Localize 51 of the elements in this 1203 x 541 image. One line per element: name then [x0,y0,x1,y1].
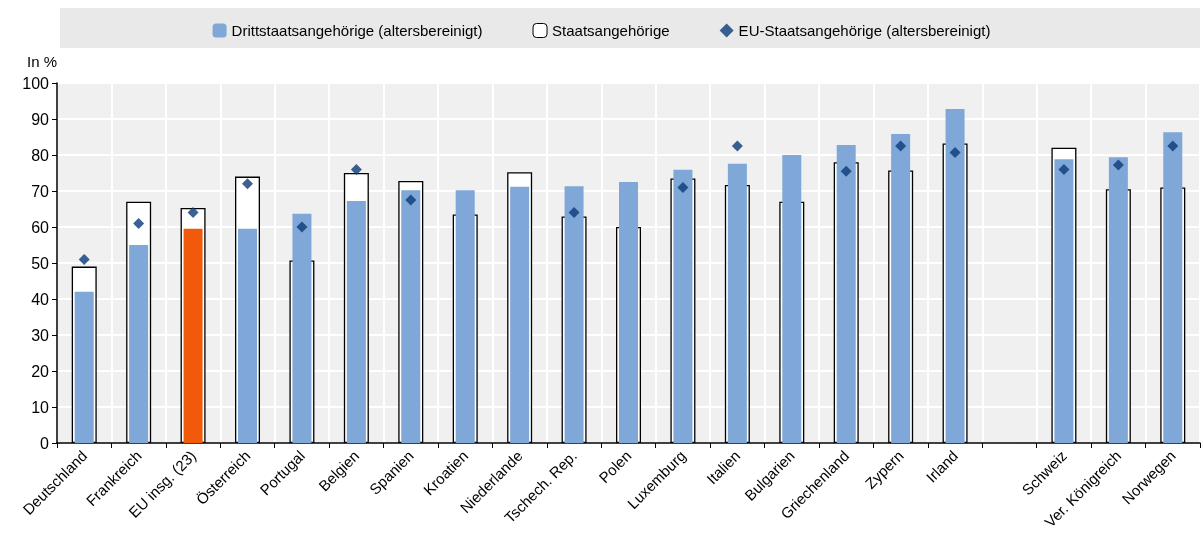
y-tick-label: 90 [31,110,50,128]
legend-label: Staatsangehörige [552,22,670,39]
point [1112,159,1124,171]
point [133,217,145,229]
bar [401,190,421,443]
point [350,163,362,175]
bar [891,134,911,443]
bar [455,190,475,443]
point [1167,140,1179,152]
bar [74,291,94,443]
bar [564,186,584,443]
bar [782,155,802,443]
bar [1108,157,1128,443]
y-tick-label: 70 [31,182,50,200]
bar [292,213,312,443]
y-tick-label: 30 [31,326,50,344]
bar [619,182,638,443]
bar [1054,159,1074,443]
y-tick-label: 0 [40,434,50,452]
point [895,140,907,152]
y-tick-label: 20 [31,362,50,380]
bar [1163,132,1183,443]
point [242,178,253,190]
bar [836,144,856,443]
point [296,221,308,233]
y-tick-label: 50 [31,254,50,272]
point [677,181,689,193]
point [1058,163,1070,175]
y-tick-label: 10 [31,398,50,416]
point [949,146,961,158]
bar [727,163,747,443]
point [187,207,199,219]
point [731,140,743,152]
point [568,207,580,219]
point [405,194,417,206]
bar [673,169,693,443]
y-tick-label: 40 [31,290,50,308]
point [78,253,90,265]
legend-label: Drittstaatsangehörige (altersbereinigt) [231,22,483,39]
y-axis-title: In % [26,53,57,70]
bar [129,245,149,443]
bar [183,228,203,443]
legend-label: EU-Staatsangehörige (altersbereinigt) [738,22,991,39]
bar [238,228,257,443]
y-tick-label: 100 [22,74,50,92]
point [840,165,852,177]
y-tick-label: 80 [31,146,50,164]
bar [346,201,366,443]
bar [945,108,965,443]
y-tick-label: 60 [31,218,50,236]
bar [510,186,530,443]
